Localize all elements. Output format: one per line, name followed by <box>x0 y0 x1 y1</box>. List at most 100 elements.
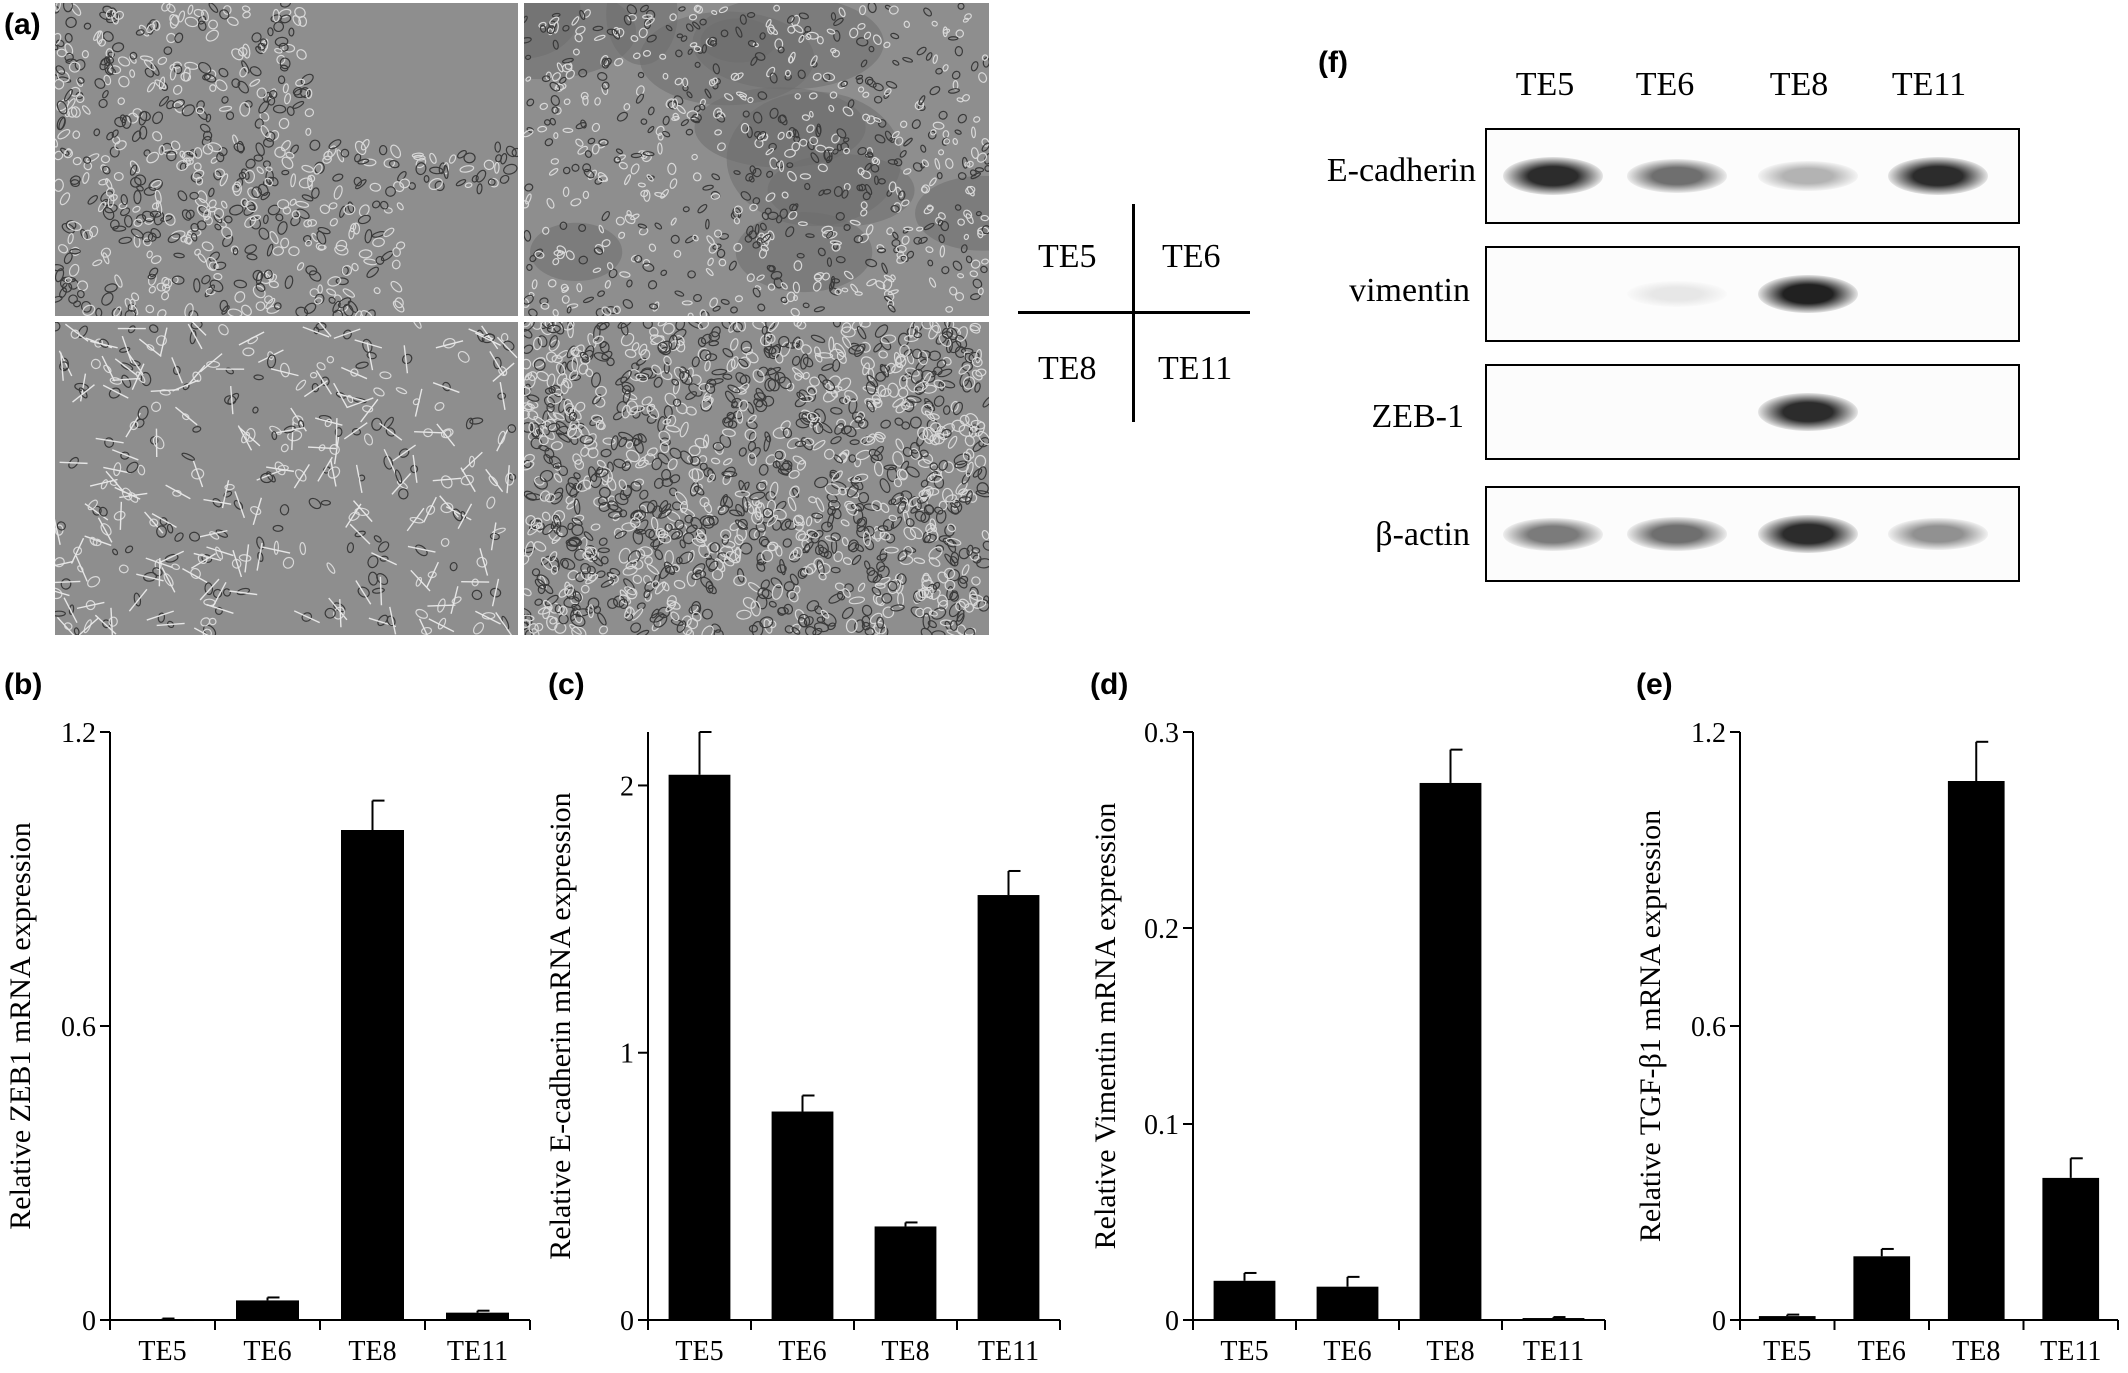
cell <box>711 173 721 181</box>
cell <box>559 605 568 616</box>
cell <box>823 448 835 460</box>
cell <box>197 553 208 565</box>
cell <box>120 362 134 371</box>
cell <box>626 4 638 15</box>
micrograph-key: TE5 TE6 TE8 TE11 <box>1018 204 1250 422</box>
cell <box>256 166 264 175</box>
cell <box>888 498 897 505</box>
cell <box>853 235 864 244</box>
cell <box>156 282 167 292</box>
cell <box>887 304 896 313</box>
cell <box>179 150 186 159</box>
cell <box>546 402 555 413</box>
cell <box>805 626 817 635</box>
cell <box>941 266 950 275</box>
cell <box>147 232 157 242</box>
cell <box>837 377 852 391</box>
cell <box>263 137 275 148</box>
cell <box>524 490 537 501</box>
cell-process <box>403 345 409 374</box>
cell <box>793 128 800 139</box>
cell <box>594 396 606 408</box>
cell <box>580 91 589 100</box>
cell <box>262 160 271 168</box>
cell <box>542 410 549 425</box>
cell <box>801 409 812 418</box>
key-horizontal-line <box>1018 311 1250 314</box>
cell <box>642 322 653 329</box>
cell <box>981 225 989 235</box>
cell <box>100 523 112 536</box>
cell <box>836 143 843 152</box>
cell <box>602 437 616 445</box>
cell <box>347 201 355 214</box>
cell <box>958 598 970 609</box>
cell <box>679 501 688 514</box>
cell <box>862 113 871 122</box>
bar <box>131 1319 194 1322</box>
cell <box>65 220 77 231</box>
cell <box>524 621 529 631</box>
cell <box>483 159 495 171</box>
cell <box>612 513 621 522</box>
cell <box>797 221 808 227</box>
y-axis-label: Relative TGF-β1 mRNA expression <box>1634 810 1667 1242</box>
cell <box>241 60 250 74</box>
cell <box>76 289 85 299</box>
cell <box>568 369 579 381</box>
cell <box>208 19 219 30</box>
cell <box>953 453 970 466</box>
cell <box>597 547 610 554</box>
cell <box>798 34 805 43</box>
cell <box>427 571 437 579</box>
bar <box>1316 1286 1379 1320</box>
cell <box>977 430 989 445</box>
cell <box>919 449 929 458</box>
bar <box>668 774 731 1320</box>
cell <box>712 305 721 312</box>
cell <box>134 418 145 428</box>
cell-process <box>64 323 89 342</box>
cell <box>830 407 843 415</box>
cell <box>874 324 889 338</box>
cell <box>57 128 71 140</box>
cell <box>818 189 825 197</box>
cell <box>265 297 276 310</box>
bar <box>874 1226 937 1320</box>
cell <box>620 332 635 347</box>
cell <box>923 426 937 442</box>
cell <box>832 322 841 328</box>
cell <box>272 104 287 114</box>
cell <box>905 518 915 527</box>
cell <box>413 154 426 161</box>
cell <box>734 534 744 546</box>
cell <box>264 177 274 187</box>
cell <box>280 140 291 152</box>
cell <box>707 36 718 46</box>
cell <box>137 464 146 476</box>
cell <box>582 95 589 106</box>
cell <box>816 560 825 576</box>
cell <box>890 604 905 612</box>
cell <box>390 144 402 159</box>
cell <box>560 557 576 570</box>
cell <box>864 560 871 570</box>
cell <box>970 172 982 180</box>
bar <box>236 1300 299 1320</box>
cell-process <box>328 597 348 621</box>
cell <box>277 75 286 85</box>
cell <box>932 54 938 64</box>
cell <box>982 540 989 551</box>
cell <box>593 34 606 41</box>
cell <box>752 197 761 205</box>
cell <box>884 130 893 142</box>
cell <box>822 72 836 82</box>
cell <box>662 130 671 138</box>
cell <box>524 322 531 328</box>
cell <box>197 253 207 263</box>
cell <box>699 309 707 316</box>
cell <box>804 25 812 33</box>
cell <box>872 34 882 46</box>
cell <box>783 581 795 592</box>
cell <box>583 531 594 542</box>
